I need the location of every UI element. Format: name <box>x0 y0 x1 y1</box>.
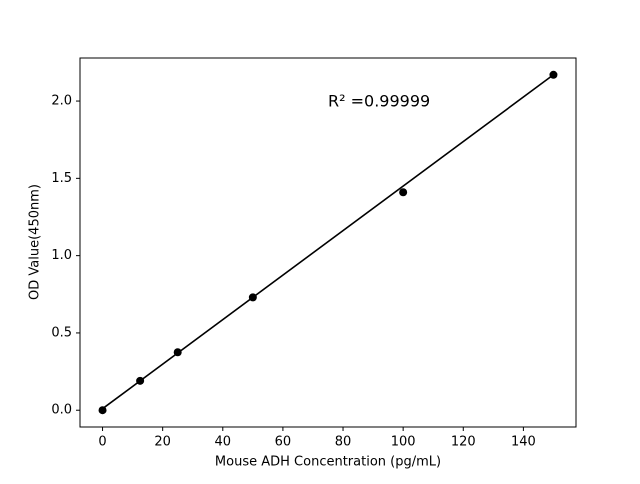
y-axis-label: OD Value(450nm) <box>28 184 43 300</box>
data-point <box>549 70 558 79</box>
data-point <box>98 406 107 415</box>
x-tick-label: 100 <box>391 435 416 450</box>
y-tick-label: 1.5 <box>51 171 72 186</box>
x-tick-label: 80 <box>335 435 352 450</box>
data-point <box>173 348 182 357</box>
x-tick-label: 40 <box>215 435 232 450</box>
data-point <box>136 376 145 385</box>
x-tick-label: 60 <box>275 435 292 450</box>
annotation: R² =0.99999 <box>328 92 430 111</box>
x-axis-label: Mouse ADH Concentration (pg/mL) <box>215 455 441 470</box>
y-tick-label: 0.0 <box>51 403 72 418</box>
y-tick-label: 1.0 <box>51 248 72 263</box>
data-point <box>399 188 408 197</box>
x-tick-label: 140 <box>511 435 536 450</box>
data-point <box>248 293 257 302</box>
y-tick-label: 0.5 <box>51 325 72 340</box>
x-tick-label: 20 <box>154 435 171 450</box>
x-tick-label: 0 <box>98 435 106 450</box>
plot-frame <box>79 57 577 428</box>
x-tick-label: 120 <box>451 435 476 450</box>
y-tick-label: 2.0 <box>51 94 72 109</box>
